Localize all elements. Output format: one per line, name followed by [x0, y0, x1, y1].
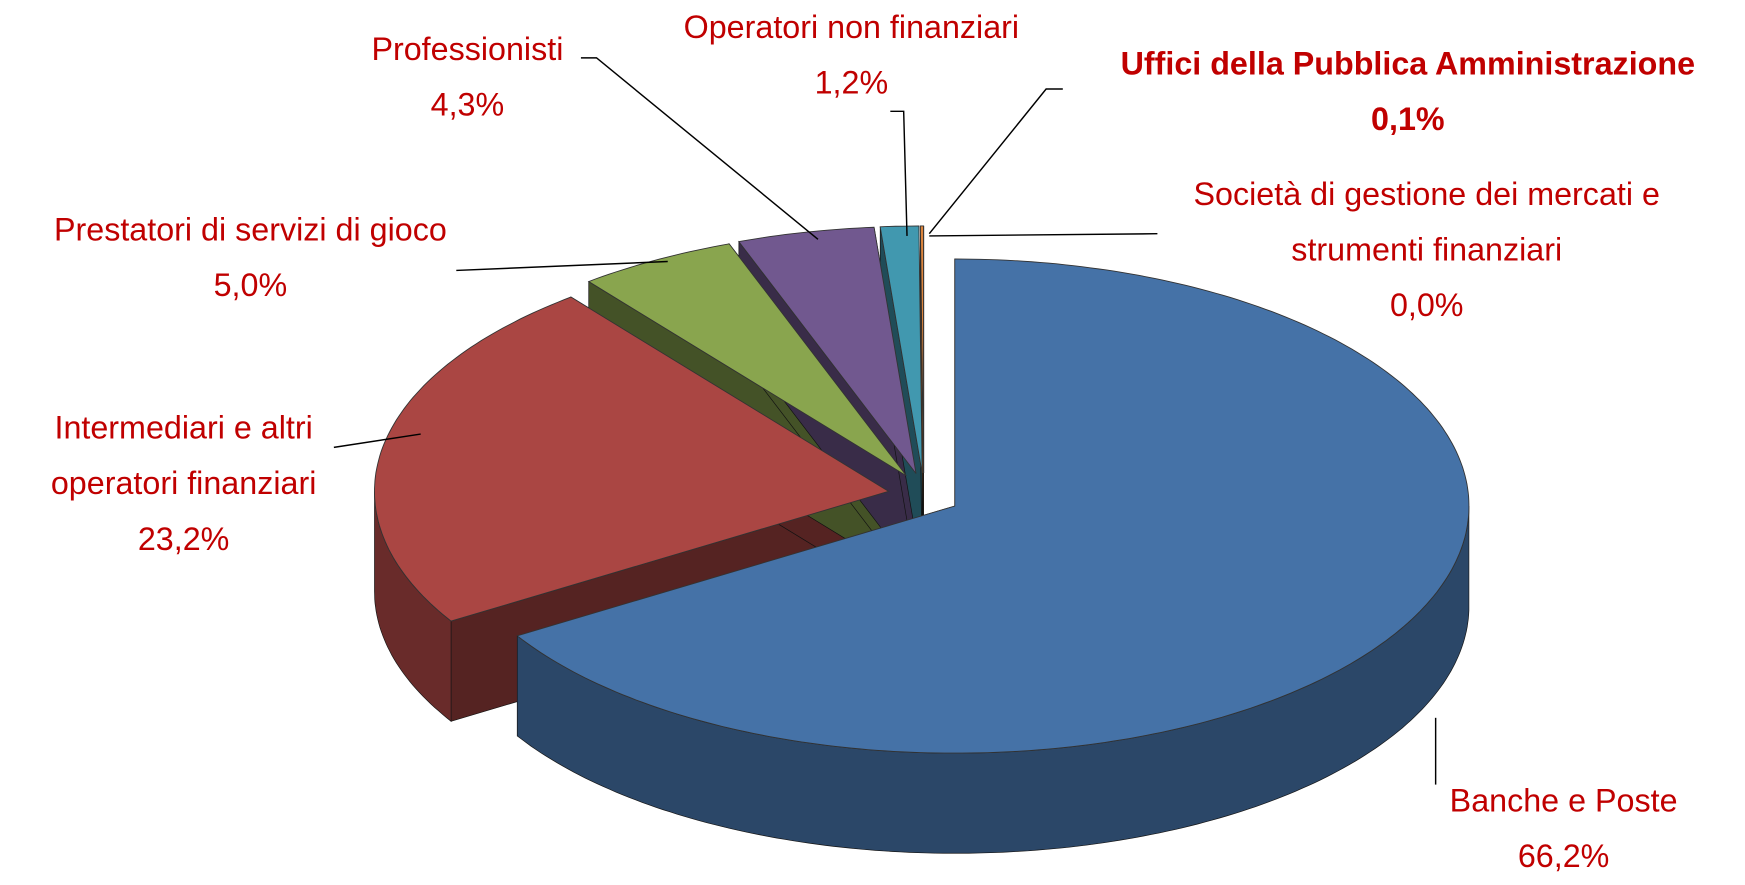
slice	[516, 258, 1470, 754]
leader-line	[580, 57, 819, 240]
category-label: Professionisti	[371, 32, 564, 68]
value-label: 23,2%	[137, 521, 230, 558]
category-label: Uffici della Pubblica Amministrazione	[1120, 46, 1696, 83]
leader-line	[928, 88, 1063, 235]
slice	[879, 225, 923, 474]
slices	[374, 225, 1470, 854]
category-label: Banche e Poste	[1449, 783, 1678, 820]
leader-line	[333, 433, 421, 449]
leader-line	[929, 232, 1158, 237]
category-label: Società di gestione dei mercati e strume…	[1193, 176, 1660, 269]
slice	[587, 243, 907, 477]
slice	[374, 296, 890, 622]
leader-line	[890, 110, 908, 236]
category-label: Prestatori di servizi di gioco	[53, 212, 447, 249]
value-label: 4,3%	[430, 87, 505, 124]
category-label: Operatori non finanziari	[683, 10, 1020, 46]
value-label: 1,2%	[814, 65, 889, 102]
leader-lines	[333, 57, 1437, 785]
value-label: 0,0%	[1389, 288, 1464, 324]
category-label: Intermediari e altri operatori finanziar…	[50, 410, 317, 502]
leader-line	[456, 260, 668, 272]
slice	[738, 226, 917, 474]
value-label: 66,2%	[1517, 839, 1610, 875]
value-label: 5,0%	[213, 268, 288, 304]
value-label: 0,1%	[1371, 102, 1445, 138]
